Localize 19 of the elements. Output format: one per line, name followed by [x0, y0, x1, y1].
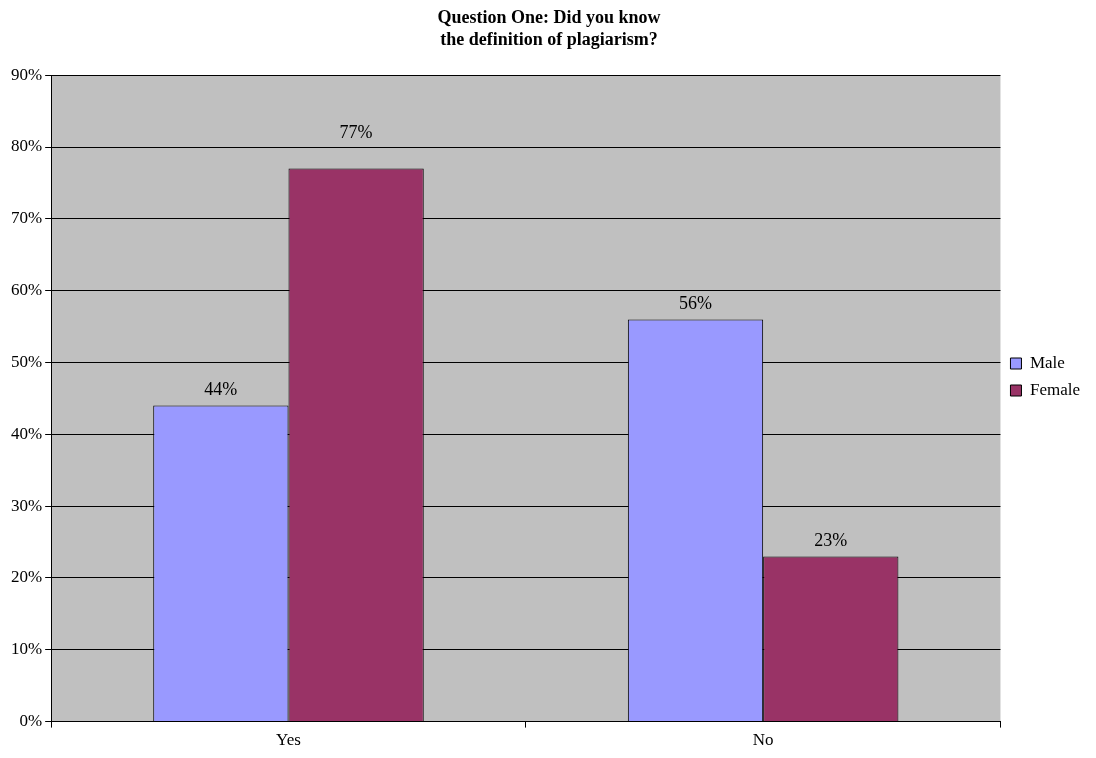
- x-tick-label: Yes: [276, 730, 301, 750]
- data-label: 77%: [339, 122, 373, 143]
- data-label: 56%: [679, 293, 712, 314]
- legend-label: Female: [1029, 379, 1081, 399]
- y-tick-label: 20%: [10, 567, 43, 587]
- data-label: 44%: [204, 379, 238, 400]
- y-tick-label: 50%: [10, 351, 43, 371]
- data-label: 23%: [814, 530, 848, 551]
- legend-label: Male: [1029, 352, 1065, 372]
- y-tick-label: 70%: [10, 208, 43, 228]
- y-tick-label: 40%: [10, 423, 43, 443]
- y-tick-label: 30%: [10, 495, 43, 515]
- y-tick-label: 90%: [10, 64, 43, 84]
- x-tick-label: No: [752, 730, 774, 750]
- y-tick-label: 80%: [10, 136, 43, 156]
- y-tick-label: 0%: [19, 711, 43, 731]
- y-tick-label: 60%: [10, 280, 43, 300]
- chart-title: Question One: Did you know the definition of plagiarism?: [437, 7, 661, 50]
- y-tick-label: 10%: [10, 639, 43, 659]
